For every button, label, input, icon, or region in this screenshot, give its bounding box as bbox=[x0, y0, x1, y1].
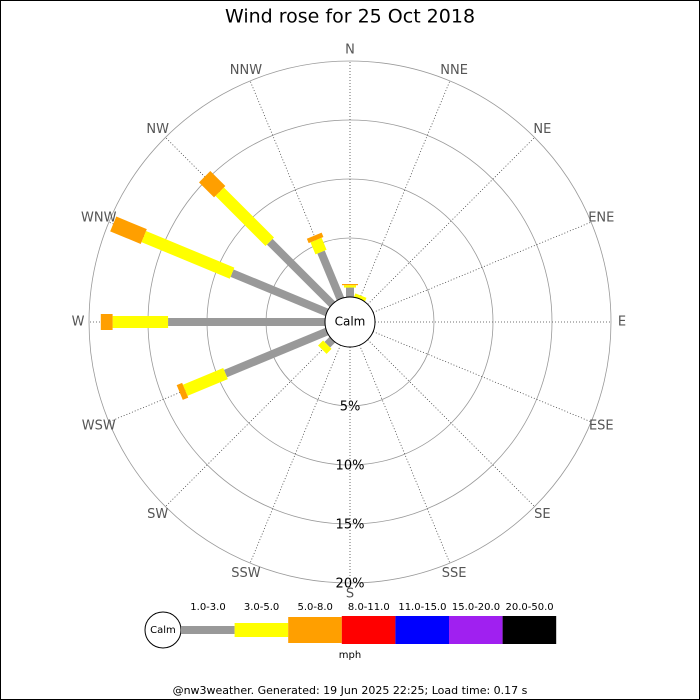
petal-segment bbox=[317, 250, 345, 301]
ring-label: 10% bbox=[336, 459, 365, 474]
legend-swatch bbox=[341, 616, 396, 644]
legend: Calm 1.0-3.0 3.0-5.0 5.0-8.0 8.0-11.0 11.0-15… bbox=[144, 602, 557, 649]
spoke bbox=[372, 221, 592, 313]
calm-label: Calm bbox=[335, 315, 366, 329]
legend-swatch bbox=[395, 616, 449, 644]
spoke bbox=[372, 331, 592, 423]
direction-label: SSE bbox=[442, 566, 467, 581]
legend-label: 3.0-5.0 bbox=[244, 602, 279, 613]
petal-segment bbox=[346, 287, 354, 297]
legend-swatch bbox=[234, 623, 289, 637]
petal-segment bbox=[215, 187, 274, 246]
direction-label: NNW bbox=[230, 63, 262, 78]
direction-label: ENE bbox=[588, 210, 614, 225]
petal-segment bbox=[176, 382, 189, 400]
calm-circle bbox=[324, 296, 376, 348]
petal-segment bbox=[199, 171, 226, 198]
legend-calm-label: Calm bbox=[150, 625, 176, 636]
direction-label: E bbox=[618, 315, 626, 330]
direction-label: SE bbox=[534, 507, 550, 522]
petal-segment bbox=[318, 340, 332, 354]
legend-swatch bbox=[181, 626, 235, 634]
direction-label: WSW bbox=[82, 419, 116, 434]
direction-label: NW bbox=[146, 122, 169, 137]
direction-label: NNE bbox=[440, 63, 468, 78]
direction-label: W bbox=[72, 315, 85, 330]
petal-segment bbox=[110, 216, 147, 244]
legend-label: 15.0-20.0 bbox=[452, 602, 500, 613]
petal-segment bbox=[182, 368, 228, 396]
chart-title: Wind rose for 25 Oct 2018 bbox=[225, 6, 475, 28]
direction-label: WNW bbox=[81, 210, 117, 225]
ring-label: 20% bbox=[336, 577, 365, 592]
ring bbox=[88, 60, 612, 584]
petal-segment bbox=[354, 293, 367, 302]
footer: @nw3weather. Generated: 19 Jun 2025 22:2… bbox=[173, 684, 528, 697]
legend-label: 8.0-11.0 bbox=[348, 602, 390, 613]
ring-label: 15% bbox=[336, 518, 365, 533]
unit-label: mph bbox=[339, 650, 361, 661]
petal-segment bbox=[168, 318, 325, 326]
spoke bbox=[165, 339, 333, 507]
legend-swatch bbox=[502, 616, 557, 644]
petal-segment bbox=[266, 238, 336, 308]
direction-label: N bbox=[345, 43, 355, 58]
petal-segment bbox=[223, 327, 329, 378]
petal-segment bbox=[306, 232, 324, 244]
petal-segment bbox=[112, 316, 169, 328]
petal-segment bbox=[230, 269, 329, 317]
petal-segment bbox=[324, 336, 336, 348]
legend-label: 11.0-15.0 bbox=[398, 602, 446, 613]
spoke bbox=[367, 137, 535, 305]
spoke bbox=[367, 339, 535, 507]
direction-label: NE bbox=[533, 122, 551, 137]
spoke bbox=[359, 80, 451, 300]
legend-swatch bbox=[449, 616, 503, 644]
spoke bbox=[359, 344, 451, 564]
petal-segment bbox=[141, 231, 235, 279]
legend-label: 1.0-3.0 bbox=[190, 602, 225, 613]
rose: N NNE NE ENE E ESE SE SSE S SSW SW WSW W WNW NW NNW 5% 10… bbox=[72, 43, 627, 602]
petal-segment bbox=[344, 285, 356, 288]
legend-label: 20.0-50.0 bbox=[506, 602, 554, 613]
legend-label: 5.0-8.0 bbox=[297, 602, 332, 613]
direction-label: ESE bbox=[589, 419, 614, 434]
spoke bbox=[249, 344, 341, 564]
petal-segment bbox=[310, 237, 327, 255]
petal-segment bbox=[100, 314, 113, 330]
legend-swatch bbox=[288, 617, 342, 643]
direction-label: SW bbox=[147, 507, 168, 522]
ring-label: 5% bbox=[340, 400, 361, 415]
direction-label: SSW bbox=[231, 566, 261, 581]
direction-label: S bbox=[346, 587, 354, 602]
petal-segment bbox=[342, 284, 358, 286]
